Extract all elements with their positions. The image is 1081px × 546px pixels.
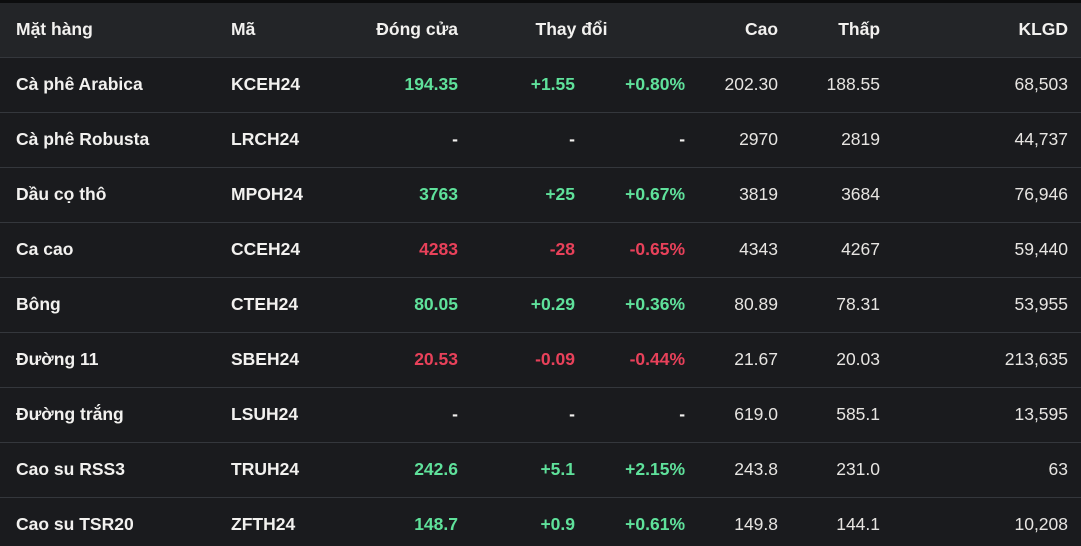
high-price: 3819 [685,166,779,222]
change-value: -28 [458,221,575,277]
change-value: -0.09 [458,331,575,387]
low-price: 2819 [778,111,881,167]
contract-code: ZFTH24 [215,496,335,546]
change-percent: +0.80% [575,56,686,112]
contract-code: SBEH24 [215,331,335,387]
volume: 63 [880,441,1081,497]
low-price: 20.03 [778,331,881,387]
commodity-name: Dầu cọ thô [0,166,215,222]
commodity-name: Đường 11 [0,331,215,387]
close-price: 148.7 [335,496,458,546]
commodity-name: Cao su TSR20 [0,496,215,546]
commodity-name: Cà phê Arabica [0,56,215,112]
col-header-high: Cao [744,19,779,40]
contract-code: TRUH24 [215,441,335,497]
volume: 13,595 [880,386,1081,442]
quote-row[interactable]: Cà phê Robusta LRCH24 - - - 2970 2819 44… [0,111,1081,167]
quote-row[interactable]: Cao su TSR20 ZFTH24 148.7 +0.9 +0.61% 14… [0,496,1081,546]
contract-code: LSUH24 [215,386,335,442]
contract-code: MPOH24 [215,166,335,222]
change-value: +0.29 [458,276,575,332]
low-price: 3684 [778,166,881,222]
change-value: +5.1 [458,441,575,497]
quote-row[interactable]: Dầu cọ thô MPOH24 3763 +25 +0.67% 3819 3… [0,166,1081,222]
change-value: - [458,386,575,442]
volume: 10,208 [880,496,1081,546]
contract-code: LRCH24 [215,111,335,167]
change-value: +1.55 [458,56,575,112]
low-price: 585.1 [778,386,881,442]
volume: 68,503 [880,56,1081,112]
high-price: 4343 [685,221,779,277]
contract-code: CTEH24 [215,276,335,332]
col-header-low: Thấp [838,19,881,40]
col-header-volume: KLGD [1018,19,1069,40]
close-price: 3763 [335,166,458,222]
low-price: 4267 [778,221,881,277]
volume: 76,946 [880,166,1081,222]
volume: 213,635 [880,331,1081,387]
close-price: 20.53 [335,331,458,387]
close-price: 242.6 [335,441,458,497]
quote-row[interactable]: Đường trắng LSUH24 - - - 619.0 585.1 13,… [0,386,1081,442]
quote-row[interactable]: Ca cao CCEH24 4283 -28 -0.65% 4343 4267 … [0,221,1081,277]
volume: 44,737 [880,111,1081,167]
change-percent: -0.65% [575,221,686,277]
change-value: +25 [458,166,575,222]
close-price: 4283 [335,221,458,277]
change-percent: - [575,386,686,442]
col-header-change: Thay đổi [535,19,608,40]
change-percent: +0.36% [575,276,686,332]
quote-row[interactable]: Cà phê Arabica KCEH24 194.35 +1.55 +0.80… [0,56,1081,112]
commodity-name: Cà phê Robusta [0,111,215,167]
close-price: 194.35 [335,56,458,112]
close-price: - [335,111,458,167]
change-percent: -0.44% [575,331,686,387]
contract-code: KCEH24 [215,56,335,112]
commodity-name: Bông [0,276,215,332]
change-value: - [458,111,575,167]
high-price: 21.67 [685,331,779,387]
high-price: 619.0 [685,386,779,442]
quotes-tbody: Cà phê Arabica KCEH24 194.35 +1.55 +0.80… [0,56,1081,546]
quote-row[interactable]: Đường 11 SBEH24 20.53 -0.09 -0.44% 21.67… [0,331,1081,387]
commodity-name: Đường trắng [0,386,215,442]
quote-row[interactable]: Bông CTEH24 80.05 +0.29 +0.36% 80.89 78.… [0,276,1081,332]
change-percent: +2.15% [575,441,686,497]
high-price: 2970 [685,111,779,167]
col-header-item: Mặt hàng [16,19,93,40]
change-percent: +0.61% [575,496,686,546]
col-header-close: Đóng cửa [376,19,458,40]
col-header-code: Mã [231,19,256,40]
quotes-table: Mặt hàng Mã Đóng cửa Thay đổi Cao Thấp K… [0,3,1081,546]
volume: 59,440 [880,221,1081,277]
commodity-name: Cao su RSS3 [0,441,215,497]
high-price: 149.8 [685,496,779,546]
quote-row[interactable]: Cao su RSS3 TRUH24 242.6 +5.1 +2.15% 243… [0,441,1081,497]
high-price: 243.8 [685,441,779,497]
low-price: 188.55 [778,56,881,112]
volume: 53,955 [880,276,1081,332]
header-row: Mặt hàng Mã Đóng cửa Thay đổi Cao Thấp K… [0,3,1081,57]
close-price: - [335,386,458,442]
change-percent: +0.67% [575,166,686,222]
low-price: 144.1 [778,496,881,546]
high-price: 80.89 [685,276,779,332]
low-price: 231.0 [778,441,881,497]
commodity-name: Ca cao [0,221,215,277]
close-price: 80.05 [335,276,458,332]
change-value: +0.9 [458,496,575,546]
change-percent: - [575,111,686,167]
high-price: 202.30 [685,56,779,112]
contract-code: CCEH24 [215,221,335,277]
low-price: 78.31 [778,276,881,332]
